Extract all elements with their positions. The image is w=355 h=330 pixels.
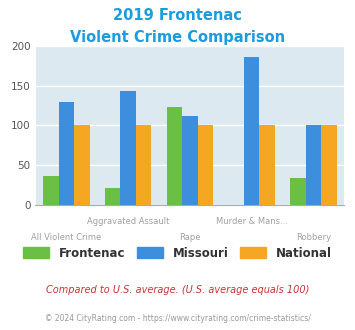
Legend: Frontenac, Missouri, National: Frontenac, Missouri, National <box>19 242 336 264</box>
Bar <box>167 107 182 205</box>
Text: Compared to U.S. average. (U.S. average equals 100): Compared to U.S. average. (U.S. average … <box>46 285 309 295</box>
Bar <box>59 102 74 205</box>
Text: Rape: Rape <box>179 233 201 242</box>
Text: Robbery: Robbery <box>296 233 331 242</box>
Bar <box>74 125 89 205</box>
Text: © 2024 CityRating.com - https://www.cityrating.com/crime-statistics/: © 2024 CityRating.com - https://www.city… <box>45 314 310 323</box>
Bar <box>120 91 136 205</box>
Text: Violent Crime Comparison: Violent Crime Comparison <box>70 30 285 45</box>
Text: All Violent Crime: All Violent Crime <box>31 233 102 242</box>
Bar <box>260 125 275 205</box>
Bar <box>244 57 260 205</box>
Text: Aggravated Assault: Aggravated Assault <box>87 217 169 226</box>
Bar <box>136 125 151 205</box>
Bar <box>321 125 337 205</box>
Bar <box>290 179 306 205</box>
Bar <box>306 125 321 205</box>
Bar <box>43 176 59 205</box>
Bar <box>198 125 213 205</box>
Bar <box>182 116 198 205</box>
Bar <box>105 188 120 205</box>
Text: Murder & Mans...: Murder & Mans... <box>216 217 288 226</box>
Text: 2019 Frontenac: 2019 Frontenac <box>113 8 242 23</box>
